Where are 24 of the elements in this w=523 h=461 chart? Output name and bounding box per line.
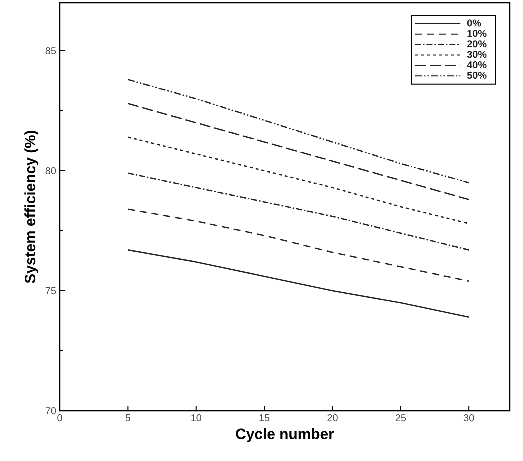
x-tick-label: 10 (192, 414, 202, 422)
legend-label: 20% (467, 40, 487, 48)
y-axis-title: System efficiency (%) (24, 130, 39, 284)
x-tick-label: 30 (464, 414, 474, 422)
legend-label: 40% (467, 61, 487, 69)
line-series (128, 103, 470, 200)
y-tick-label: 80 (46, 167, 56, 175)
y-tick-label: 70 (46, 407, 56, 415)
line-series (128, 79, 470, 184)
x-tick-label: 15 (260, 414, 270, 422)
legend-label: 30% (467, 51, 487, 58)
y-tick-label: 85 (46, 47, 56, 55)
x-tick-label: 0 (58, 414, 62, 422)
x-tick-label: 20 (328, 414, 338, 422)
legend-label: 0% (467, 20, 482, 27)
legend-label: 50% (467, 72, 487, 79)
x-axis-title: Cycle number (236, 428, 334, 442)
line-series (128, 250, 470, 318)
x-tick-label: 5 (126, 414, 131, 422)
line-series (128, 208, 470, 282)
y-tick-label: 75 (46, 288, 56, 294)
line-series (128, 172, 470, 251)
legend-label: 10% (468, 30, 487, 38)
x-tick-label: 25 (396, 414, 406, 422)
